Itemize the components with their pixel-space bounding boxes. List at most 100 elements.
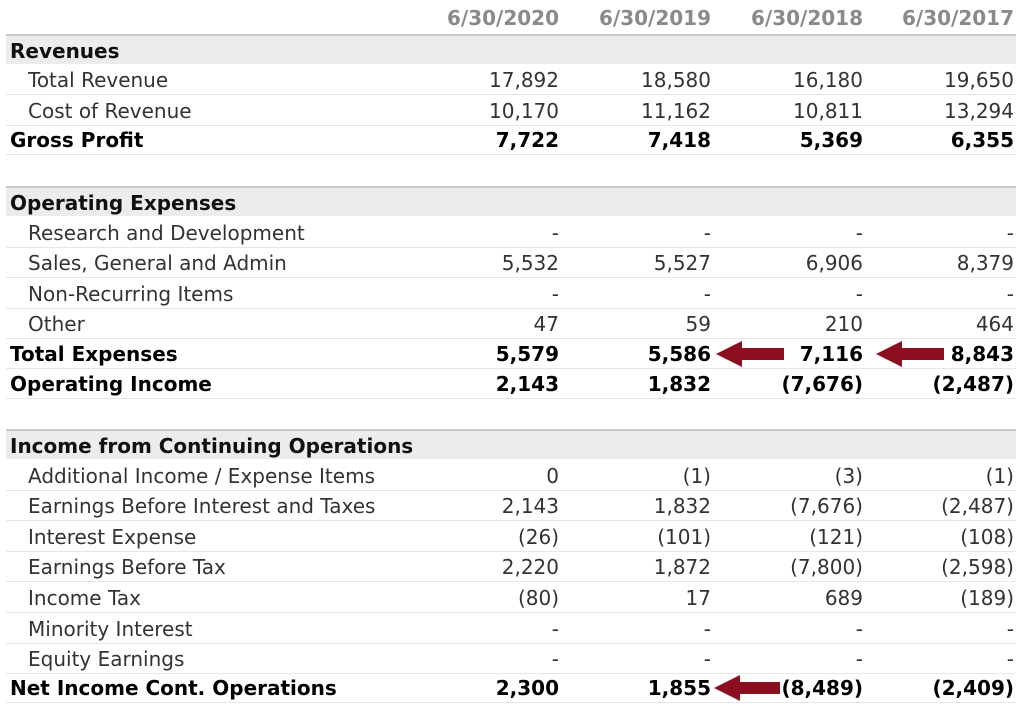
row-label: Sales, General and Admin [28, 251, 287, 275]
cell-2018: 689 [824, 586, 863, 610]
cell-2020: - [551, 647, 559, 671]
cell-2019: - [703, 647, 711, 671]
cell-2018: - [855, 221, 863, 245]
table-row-gross-profit: Gross Profit 7,722 7,418 5,369 6,355 [6, 125, 1016, 155]
table-row-net-income: Net Income Cont. Operations 2,300 1,855 … [6, 673, 1016, 703]
cell-2018: (8,489) [781, 676, 863, 700]
section-header-continuing-operations: Income from Continuing Operations [6, 429, 1016, 459]
cell-2019: 18,580 [641, 68, 711, 92]
cell-2017: (189) [960, 586, 1014, 610]
cell-2020: - [551, 221, 559, 245]
cell-2019: 1,832 [653, 494, 711, 518]
table-row-interest-expense: Interest Expense (26) (101) (121) (108) [6, 522, 1016, 552]
cell-2017: (108) [960, 525, 1014, 549]
cell-2017: (2,487) [941, 494, 1014, 518]
cell-2018: 5,369 [799, 128, 863, 152]
cell-2020: 2,143 [501, 494, 559, 518]
cell-2019: 1,872 [653, 555, 711, 579]
column-header-2018: 6/30/2018 [750, 6, 863, 30]
cell-2019: (1) [682, 464, 711, 488]
table-row-income-tax: Income Tax (80) 17 689 (189) [6, 583, 1016, 613]
cell-2019: - [703, 282, 711, 306]
column-header-2020: 6/30/2020 [446, 6, 559, 30]
row-label: Cost of Revenue [28, 99, 192, 123]
cell-2020: 17,892 [489, 68, 559, 92]
table-row-other: Other 47 59 210 464 [6, 309, 1016, 339]
table-row-total-revenue: Total Revenue 17,892 18,580 16,180 19,65… [6, 65, 1016, 95]
section-header-revenues: Revenues [6, 34, 1016, 64]
cell-2017: (2,487) [932, 372, 1014, 396]
column-header-row: 6/30/2020 6/30/2019 6/30/2018 6/30/2017 [6, 3, 1016, 33]
row-label: Equity Earnings [28, 647, 185, 671]
cell-2017: 8,379 [956, 251, 1014, 275]
cell-2017: - [1006, 282, 1014, 306]
arrow-left-icon [714, 675, 780, 701]
table-row-minority-interest: Minority Interest - - - - [6, 614, 1016, 644]
row-label: Earnings Before Interest and Taxes [28, 494, 376, 518]
cell-2020: 0 [546, 464, 559, 488]
cell-2018: 6,906 [805, 251, 863, 275]
cell-2020: (80) [517, 586, 559, 610]
cell-2017: 464 [975, 312, 1014, 336]
section-title: Revenues [10, 39, 120, 63]
cell-2018: 210 [824, 312, 863, 336]
row-label: Income Tax [28, 586, 141, 610]
cell-2017: (2,598) [941, 555, 1014, 579]
cell-2020: - [551, 617, 559, 641]
row-label: Gross Profit [10, 128, 144, 152]
section-header-operating-expenses: Operating Expenses [6, 186, 1016, 216]
table-row-non-recurring: Non-Recurring Items - - - - [6, 279, 1016, 309]
column-header-2017: 6/30/2017 [901, 6, 1014, 30]
arrow-left-icon [876, 341, 944, 367]
cell-2017: - [1006, 647, 1014, 671]
cell-2019: 1,832 [647, 372, 711, 396]
cell-2019: 5,527 [653, 251, 711, 275]
row-label: Total Revenue [28, 68, 169, 92]
cell-2019: 59 [685, 312, 711, 336]
cell-2018: - [855, 282, 863, 306]
row-label: Non-Recurring Items [28, 282, 234, 306]
cell-2019: 17 [685, 586, 711, 610]
row-label: Interest Expense [28, 525, 197, 549]
cell-2019: 1,855 [647, 676, 711, 700]
cell-2018: (7,800) [790, 555, 863, 579]
cell-2017: 19,650 [944, 68, 1014, 92]
section-title: Income from Continuing Operations [10, 434, 414, 458]
cell-2017: 8,843 [950, 342, 1014, 366]
table-row-operating-income: Operating Income 2,143 1,832 (7,676) (2,… [6, 369, 1016, 399]
cell-2019: 7,418 [647, 128, 711, 152]
table-row-research-development: Research and Development - - - - [6, 218, 1016, 248]
cell-2018: (7,676) [781, 372, 863, 396]
cell-2017: 13,294 [944, 99, 1014, 123]
cell-2020: 47 [533, 312, 559, 336]
cell-2017: (1) [985, 464, 1014, 488]
table-row-sga: Sales, General and Admin 5,532 5,527 6,9… [6, 248, 1016, 278]
section-title: Operating Expenses [10, 191, 237, 215]
cell-2017: - [1006, 617, 1014, 641]
cell-2019: 5,586 [647, 342, 711, 366]
cell-2018: - [855, 617, 863, 641]
cell-2018: (3) [834, 464, 863, 488]
cell-2019: - [703, 221, 711, 245]
table-row-equity-earnings: Equity Earnings - - - - [6, 644, 1016, 674]
arrow-left-icon [716, 341, 784, 367]
cell-2018: 10,811 [793, 99, 863, 123]
cell-2020: 2,220 [501, 555, 559, 579]
table-row-ebt: Earnings Before Tax 2,220 1,872 (7,800) … [6, 552, 1016, 582]
cell-2018: 16,180 [793, 68, 863, 92]
table-row-cost-of-revenue: Cost of Revenue 10,170 11,162 10,811 13,… [6, 96, 1016, 126]
cell-2017: 6,355 [950, 128, 1014, 152]
table-row-ebit: Earnings Before Interest and Taxes 2,143… [6, 491, 1016, 521]
cell-2017: (2,409) [932, 676, 1014, 700]
cell-2020: 5,579 [495, 342, 559, 366]
cell-2018: (121) [809, 525, 863, 549]
cell-2019: - [703, 617, 711, 641]
cell-2020: - [551, 282, 559, 306]
row-label: Minority Interest [28, 617, 193, 641]
row-label: Total Expenses [10, 342, 178, 366]
row-label: Additional Income / Expense Items [28, 464, 375, 488]
cell-2017: - [1006, 221, 1014, 245]
row-label: Net Income Cont. Operations [10, 676, 337, 700]
cell-2020: (26) [517, 525, 559, 549]
